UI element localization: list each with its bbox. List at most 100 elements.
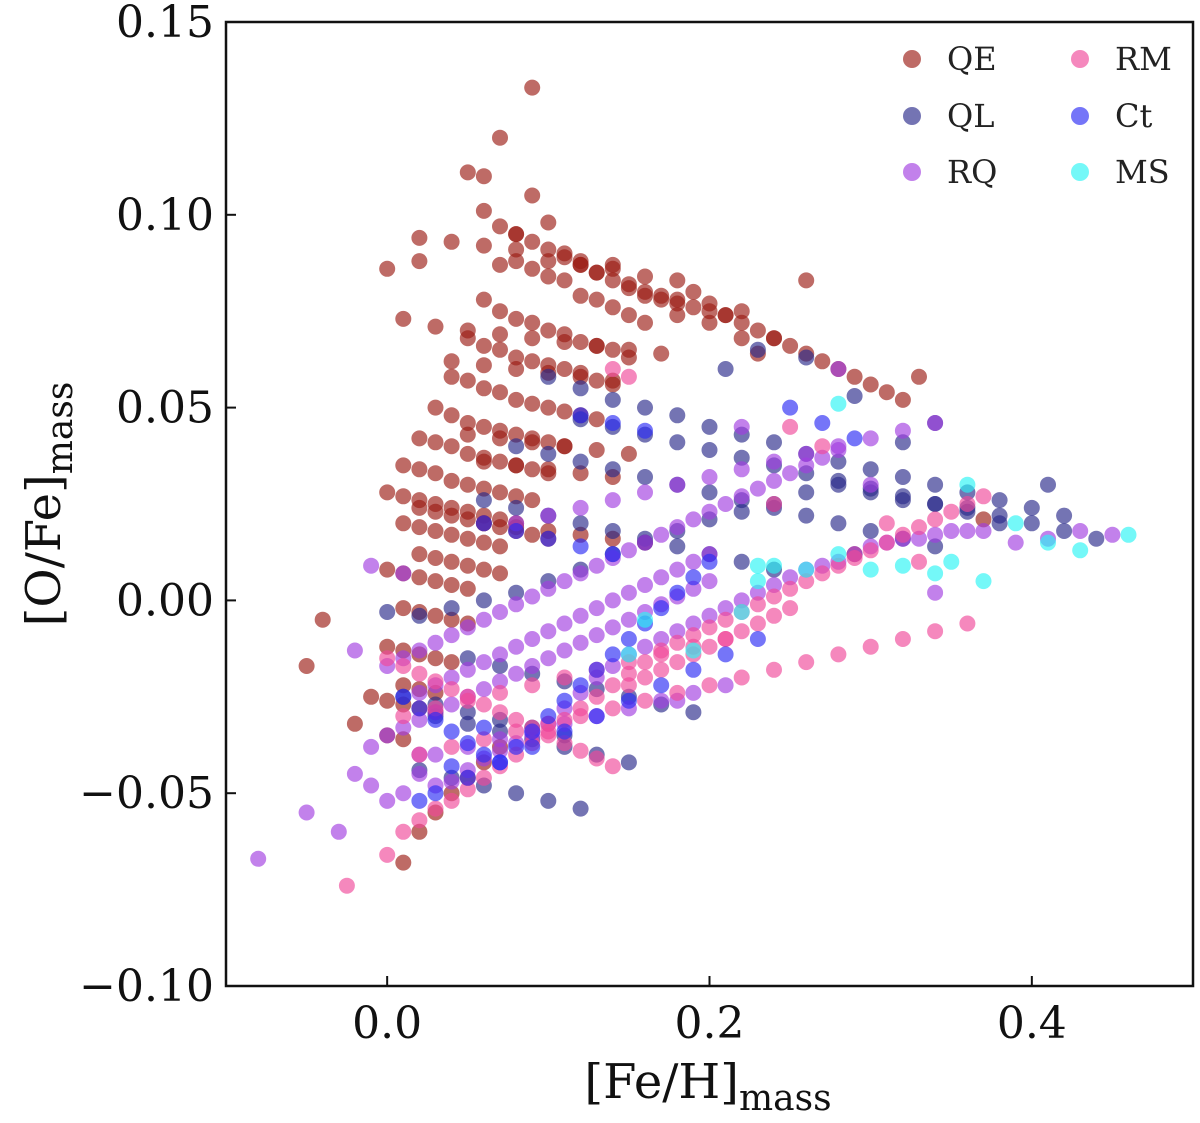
point-rm [475, 696, 492, 713]
point-ql [830, 453, 847, 470]
point-rm [508, 723, 525, 740]
point-qe [395, 854, 412, 871]
point-ct [411, 700, 428, 717]
point-rq [604, 592, 621, 609]
point-qe [588, 291, 605, 308]
point-rm [395, 658, 412, 674]
point-rq [701, 607, 718, 624]
series-ct [395, 399, 863, 809]
point-rq [669, 561, 686, 578]
point-rm [620, 665, 637, 682]
point-rm [701, 677, 718, 694]
point-qe [492, 218, 508, 235]
point-rm [395, 823, 412, 840]
point-qe [588, 411, 605, 428]
legend-label: RQ [947, 153, 997, 191]
legend-label: Ct [1115, 97, 1152, 135]
point-rq [363, 557, 380, 574]
point-rq [411, 765, 428, 782]
point-rq [862, 476, 879, 493]
point-rq [556, 615, 573, 632]
point-ms [830, 546, 847, 563]
point-qe [669, 307, 686, 324]
point-rq [653, 692, 670, 709]
point-ct [427, 711, 444, 728]
point-qe [653, 345, 670, 362]
point-qe [620, 341, 637, 358]
point-rq [508, 638, 525, 655]
point-rq [330, 823, 347, 840]
point-rm [427, 700, 444, 717]
point-ql [637, 469, 653, 485]
point-ct [653, 677, 670, 694]
point-rq [830, 361, 847, 377]
point-qe [572, 465, 589, 482]
point-ct [427, 785, 444, 802]
point-rm [685, 627, 702, 644]
point-rq [620, 542, 637, 559]
point-rq [637, 577, 653, 593]
point-ql [701, 442, 718, 458]
point-rm [782, 580, 799, 597]
point-qe [524, 79, 541, 96]
legend-label: QE [947, 40, 997, 78]
point-ct [620, 692, 637, 709]
point-qe [556, 403, 573, 420]
point-qe [395, 488, 412, 505]
point-ql [991, 515, 1008, 532]
point-ct [492, 754, 508, 771]
point-rq [508, 665, 525, 682]
point-ct [604, 546, 621, 563]
point-qe [620, 280, 637, 297]
point-ql [991, 492, 1008, 509]
x-tick-label: 0.4 [997, 998, 1067, 1049]
point-ql [669, 538, 686, 555]
point-ms [943, 553, 960, 570]
point-qe [411, 229, 428, 246]
point-rm [749, 596, 766, 613]
point-qe [556, 249, 573, 266]
point-rm [338, 877, 355, 894]
point-ct [685, 569, 702, 586]
legend: QE QL RQ RM Ct MS [903, 40, 1172, 191]
point-ms [959, 476, 976, 493]
point-ql [798, 507, 815, 524]
point-rq [637, 638, 653, 655]
point-rq [443, 669, 460, 686]
point-rm [411, 665, 428, 682]
point-ql [572, 453, 589, 470]
point-qe [766, 330, 782, 347]
point-qe [588, 337, 605, 354]
point-rq [588, 600, 605, 617]
point-rm [943, 503, 960, 520]
point-qe [492, 129, 508, 146]
point-qe [492, 453, 508, 470]
plot-frame [224, 20, 1195, 988]
point-qe [508, 488, 525, 505]
point-qe [427, 465, 444, 482]
point-ct [717, 646, 734, 663]
point-rq [298, 804, 315, 821]
point-qe [492, 256, 508, 273]
point-rq [814, 449, 831, 466]
point-rm [701, 619, 718, 636]
point-qe [524, 260, 541, 277]
point-ql [685, 704, 702, 721]
point-qe [379, 260, 396, 277]
legend-item-qe: QE [903, 40, 997, 78]
point-qe [492, 384, 508, 401]
point-ct [604, 415, 621, 431]
point-qe [443, 353, 460, 370]
point-qe [508, 391, 525, 408]
point-rm [475, 769, 492, 786]
point-rm [637, 692, 653, 709]
point-rm [911, 519, 927, 536]
point-ct [572, 538, 589, 555]
point-qe [395, 600, 412, 617]
point-rm [766, 607, 782, 624]
point-rq [572, 499, 589, 516]
point-ql [604, 461, 621, 478]
point-rq [540, 507, 557, 524]
point-rm [637, 654, 653, 671]
point-rm [427, 800, 444, 817]
